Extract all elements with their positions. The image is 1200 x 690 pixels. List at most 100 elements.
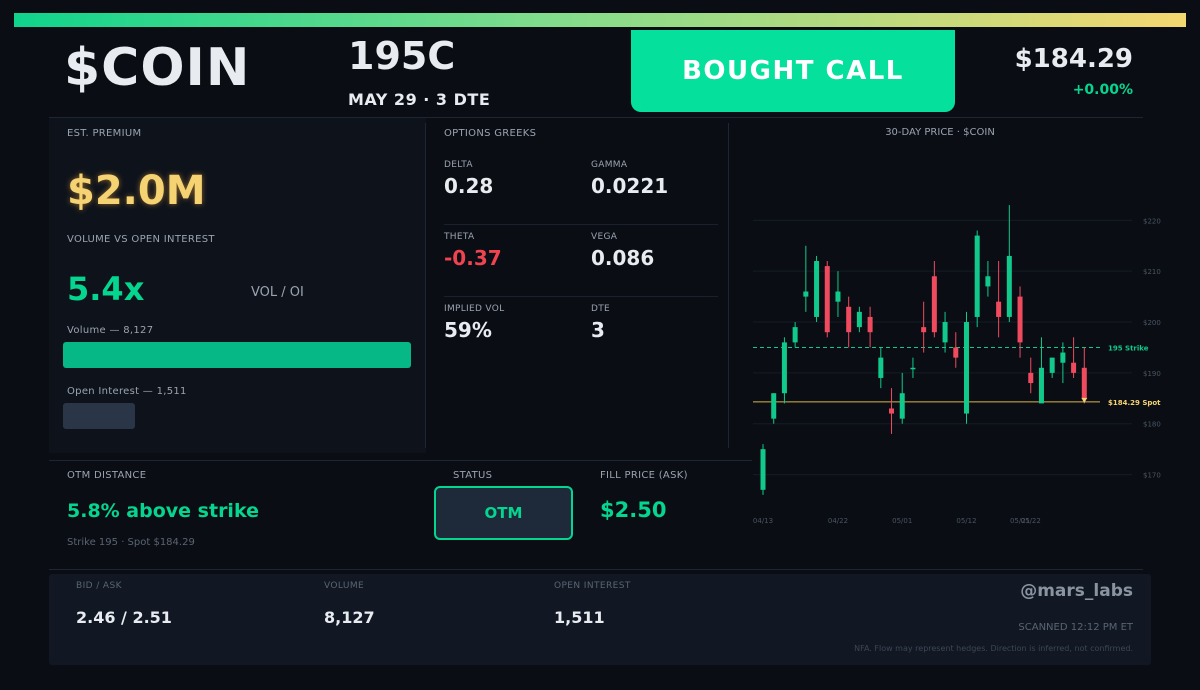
- footer-oi-value: 1,511: [554, 608, 605, 627]
- fill-price: $2.50: [600, 498, 667, 522]
- y-tick-label: $180: [1143, 421, 1161, 429]
- otm-distance: 5.8% above strike: [67, 500, 259, 522]
- divider: [49, 569, 1143, 570]
- divider: [49, 460, 752, 461]
- y-tick-label: $170: [1143, 472, 1161, 480]
- bid-ask-value: 2.46 / 2.51: [76, 608, 172, 627]
- bid-ask-label: BID / ASK: [76, 581, 122, 591]
- dte-label: DTE: [591, 304, 611, 314]
- spot-price: $184.29: [1014, 44, 1133, 74]
- candle-body: [899, 393, 905, 419]
- candle-body: [856, 311, 862, 328]
- candle-body: [824, 266, 830, 333]
- x-tick-label: 05/12: [956, 517, 976, 525]
- expiry-label: MAY 29 · 3 DTE: [348, 90, 491, 109]
- divider: [49, 117, 1143, 118]
- candle-body: [781, 342, 787, 394]
- action-badge: BOUGHT CALL: [631, 30, 955, 112]
- x-tick-label: 04/13: [753, 517, 773, 525]
- candle-body: [1017, 296, 1023, 343]
- vol-oi-label: VOLUME VS OPEN INTEREST: [67, 234, 215, 245]
- disclaimer: NFA. Flow may represent hedges. Directio…: [854, 644, 1133, 653]
- y-tick-label: $190: [1143, 370, 1161, 378]
- otm-label: OTM DISTANCE: [67, 470, 147, 481]
- divider: [728, 123, 729, 448]
- candle-body: [760, 449, 766, 490]
- candle-body: [1028, 372, 1034, 384]
- candle-body: [1081, 367, 1087, 399]
- candle-body: [803, 291, 809, 297]
- strike-label: 195C: [348, 34, 456, 78]
- x-tick-label: 05/21: [1010, 517, 1030, 525]
- chart-title: 30-DAY PRICE · $COIN: [885, 127, 995, 138]
- candle-body: [889, 408, 895, 414]
- candle-body: [835, 291, 841, 302]
- delta-label: DELTA: [444, 160, 473, 170]
- vega-label: VEGA: [591, 232, 618, 242]
- volume-bar: [63, 342, 411, 368]
- divider: [444, 296, 718, 297]
- theta-label: THETA: [444, 232, 475, 242]
- theta-value: -0.37: [444, 246, 502, 270]
- candle-body: [1006, 255, 1012, 317]
- candle-body: [814, 261, 820, 317]
- footer-volume-label: VOLUME: [324, 581, 365, 591]
- candle-body: [1038, 367, 1044, 404]
- fill-price-label: FILL PRICE (ASK): [600, 470, 688, 481]
- y-tick-label: $220: [1143, 217, 1161, 225]
- gamma-value: 0.0221: [591, 174, 669, 198]
- delta-value: 0.28: [444, 174, 494, 198]
- vega-value: 0.086: [591, 246, 655, 270]
- x-tick-label: 04/22: [828, 517, 848, 525]
- candle-body: [1071, 362, 1077, 373]
- candle-body: [867, 316, 873, 333]
- last-price-marker: [1081, 397, 1088, 403]
- candle-body: [942, 322, 948, 343]
- candle-body: [910, 367, 916, 370]
- oi-bar-label: Open Interest — 1,511: [67, 386, 187, 397]
- candle-body: [985, 276, 991, 287]
- strike-line-label: 195 Strike: [1108, 344, 1149, 352]
- dte-value: 3: [591, 318, 605, 342]
- candle-body: [996, 301, 1002, 317]
- candle-body: [931, 276, 937, 333]
- iv-label: IMPLIED VOL: [444, 304, 505, 314]
- status-label: STATUS: [453, 470, 493, 481]
- top-gradient-bar: [14, 13, 1186, 27]
- iv-value: 59%: [444, 318, 492, 342]
- scanned-time: SCANNED 12:12 PM ET: [1018, 622, 1133, 633]
- divider: [444, 224, 718, 225]
- candle-body: [771, 393, 777, 419]
- y-tick-label: $200: [1143, 319, 1161, 327]
- gamma-label: GAMMA: [591, 160, 628, 170]
- otm-detail: Strike 195 · Spot $184.29: [67, 537, 195, 548]
- status-badge: OTM: [434, 486, 573, 540]
- premium-panel: [49, 118, 426, 453]
- x-tick-label: 05/22: [1021, 517, 1041, 525]
- open-interest-bar: [63, 403, 135, 429]
- ticker-symbol: $COIN: [64, 38, 251, 98]
- candle-body: [963, 322, 969, 414]
- premium-label: EST. PREMIUM: [67, 128, 142, 139]
- premium-value: $2.0M: [67, 168, 206, 214]
- footer-oi-label: OPEN INTEREST: [554, 581, 631, 591]
- candle-body: [974, 235, 980, 317]
- x-tick-label: 05/01: [892, 517, 912, 525]
- candle-body: [878, 357, 884, 378]
- vol-oi-unit: VOL / OI: [251, 285, 304, 300]
- divider: [425, 123, 426, 448]
- candle-body: [1049, 357, 1055, 373]
- footer-panel: [49, 574, 1151, 665]
- candle-body: [792, 327, 798, 343]
- volume-bar-label: Volume — 8,127: [67, 325, 154, 336]
- price-chart: $170 $180 $190 $200 $210 $220 195 Strike $184.2…: [753, 205, 1161, 525]
- footer-volume-value: 8,127: [324, 608, 375, 627]
- greeks-title: OPTIONS GREEKS: [444, 128, 537, 139]
- y-tick-label: $210: [1143, 268, 1161, 276]
- candle-body: [921, 327, 927, 333]
- candle-body: [1060, 352, 1066, 363]
- spot-change: +0.00%: [1072, 82, 1133, 98]
- candle-body: [953, 347, 959, 358]
- vol-oi-ratio: 5.4x: [67, 270, 145, 308]
- author-handle: @mars_labs: [1020, 581, 1133, 601]
